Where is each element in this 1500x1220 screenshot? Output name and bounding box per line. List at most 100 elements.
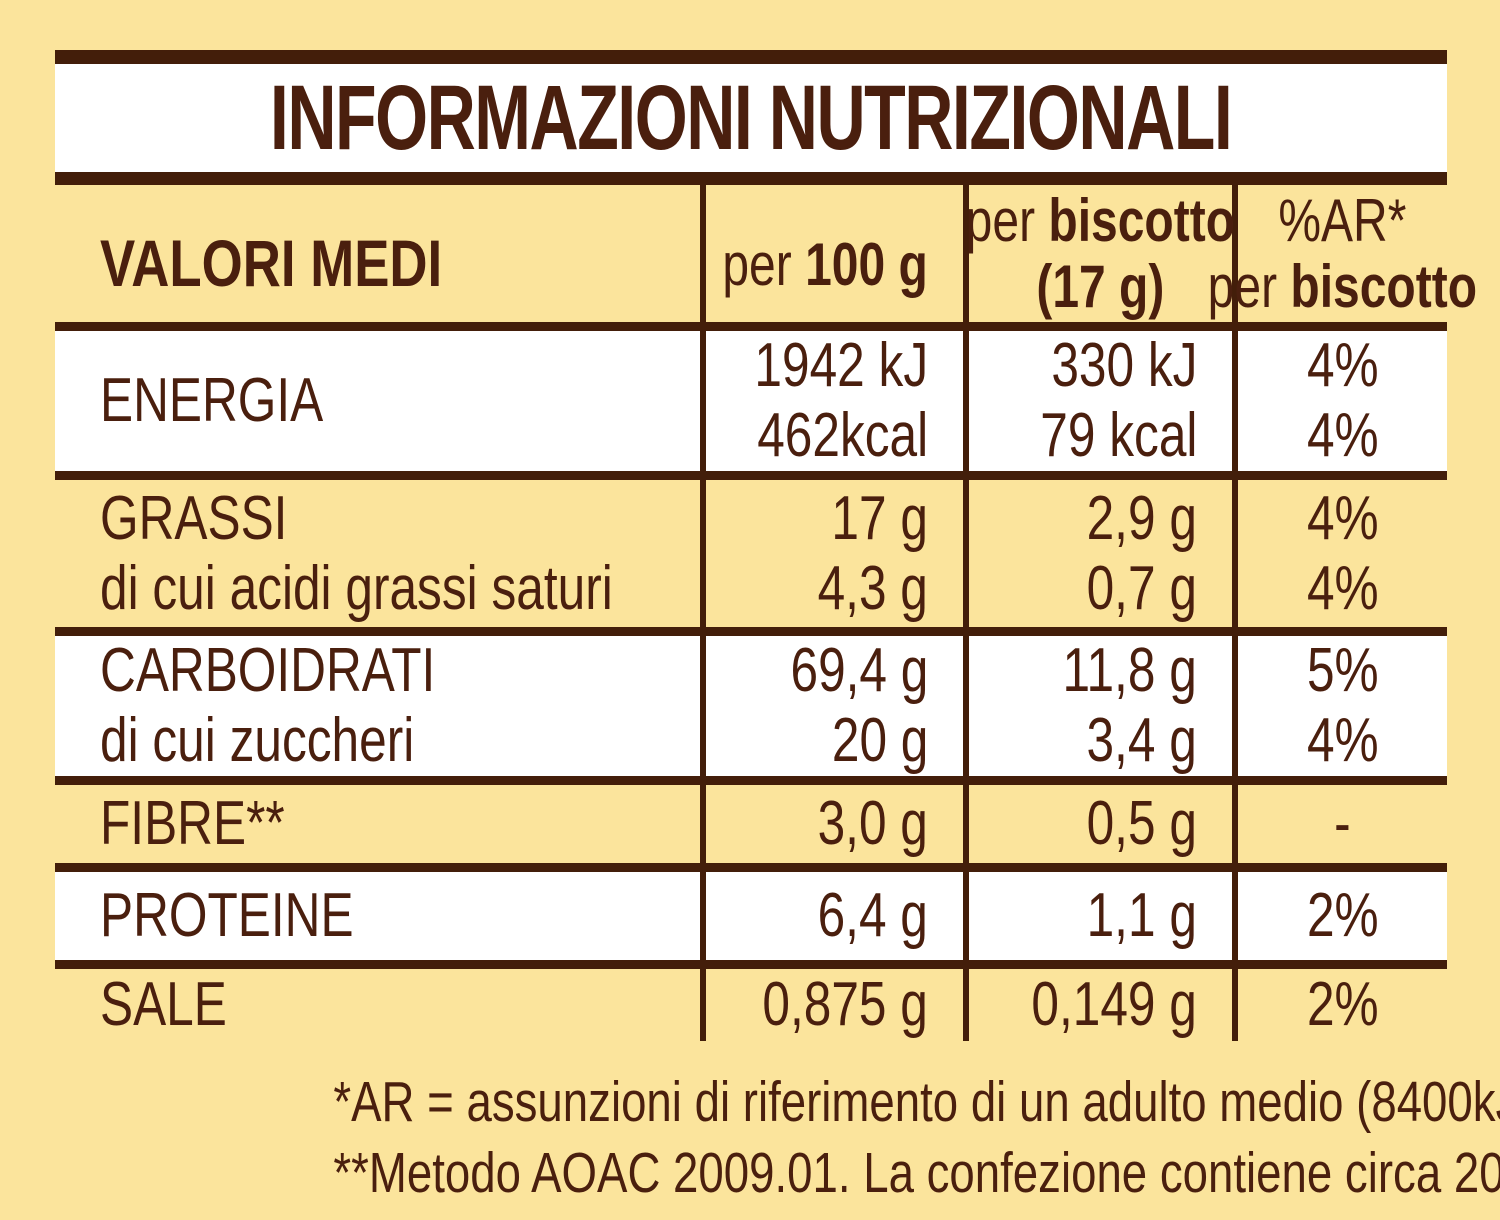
- proteine-ar-cell: 2%: [1232, 872, 1447, 960]
- value-line: 2%: [1306, 970, 1379, 1039]
- value-line: 79 kcal: [1039, 401, 1197, 470]
- grassi-per100-cell: 17 g 4,3 g: [700, 480, 963, 627]
- header-cell-per-biscotto: per biscotto (17 g): [963, 185, 1236, 322]
- table-header-row: VALORI MEDI per 100 g per biscotto (17 g…: [55, 185, 1477, 322]
- value-line: 4%: [1306, 483, 1379, 553]
- grassi-biscotto-values: 2,9 g 0,7 g: [1087, 484, 1197, 624]
- table-row-carboidrati: CARBOIDRATI di cui zuccheri 69,4 g 20 g …: [55, 636, 1447, 776]
- header-percent-ar-prefix: per: [1207, 252, 1291, 320]
- value-line: 6,4 g: [817, 881, 928, 950]
- proteine-label-cell: PROTEINE: [55, 872, 700, 960]
- table-row-fibre: FIBRE** 3,0 g 0,5 g -: [55, 785, 1447, 863]
- grassi-labels: GRASSI di cui acidi grassi saturi: [100, 484, 613, 624]
- sale-label-cell: SALE: [55, 969, 700, 1041]
- row-rule: [55, 471, 1447, 480]
- header-per-biscotto-prefix: per: [965, 186, 1049, 254]
- table-row-energia: ENERGIA 1942 kJ 462kcal 330 kJ 79 kcal 4…: [55, 331, 1447, 471]
- proteine-per100-cell: 6,4 g: [700, 872, 963, 960]
- energia-per100-values: 1942 kJ 462kcal: [754, 331, 928, 471]
- value-line: 4,3 g: [817, 553, 928, 623]
- value-line: 0,7 g: [1086, 553, 1197, 623]
- header-per-biscotto: per biscotto (17 g): [965, 186, 1236, 320]
- nutrient-name: PROTEINE: [100, 881, 354, 950]
- value-line: 0,875 g: [762, 970, 928, 1039]
- header-per-100g: per 100 g: [723, 232, 928, 298]
- header-cell-valori-medi: VALORI MEDI: [55, 185, 700, 322]
- header-percent-ar-word: biscotto: [1290, 252, 1478, 320]
- header-per-biscotto-grams: (17 g): [1036, 252, 1165, 320]
- proteine-biscotto-cell: 1,1 g: [963, 872, 1232, 960]
- nutrient-name: SALE: [100, 970, 227, 1039]
- value-line: -: [1334, 789, 1351, 858]
- grassi-ar-values: 4% 4%: [1307, 484, 1379, 624]
- table-row-sale: SALE 0,875 g 0,149 g 2%: [55, 969, 1447, 1041]
- value-line: 2%: [1306, 881, 1379, 950]
- value-line: 0,5 g: [1086, 789, 1197, 858]
- energia-ar-cell: 4% 4%: [1232, 331, 1447, 471]
- row-rule: [55, 863, 1447, 872]
- top-rule: [55, 50, 1447, 64]
- energia-label-cell: ENERGIA: [55, 331, 700, 471]
- header-per-100g-value: 100 g: [805, 231, 928, 298]
- value-line: 462kcal: [757, 401, 928, 470]
- carboidrati-per100-values: 69,4 g 20 g: [790, 636, 928, 776]
- value-line: 4%: [1306, 331, 1379, 400]
- header-per-100g-prefix: per: [722, 231, 806, 298]
- nutrition-table: INFORMAZIONI NUTRIZIONALI VALORI MEDI pe…: [55, 50, 1477, 1041]
- fibre-per100-cell: 3,0 g: [700, 785, 963, 863]
- value-line: 3,0 g: [817, 789, 928, 858]
- table-row-grassi: GRASSI di cui acidi grassi saturi 17 g 4…: [55, 480, 1447, 627]
- carboidrati-label-cell: CARBOIDRATI di cui zuccheri: [55, 636, 700, 776]
- header-per-biscotto-weight: (17 g): [966, 252, 1235, 320]
- nutrient-name: ENERGIA: [100, 366, 324, 435]
- carboidrati-biscotto-values: 11,8 g 3,4 g: [1063, 636, 1197, 776]
- carboidrati-ar-cell: 5% 4%: [1232, 636, 1447, 776]
- sale-ar-cell: 2%: [1232, 969, 1447, 1041]
- nutrient-name: GRASSI: [100, 483, 288, 553]
- value-line: 20 g: [831, 706, 928, 775]
- value-line: 4%: [1306, 401, 1379, 470]
- row-rule: [55, 960, 1447, 969]
- grassi-ar-cell: 4% 4%: [1232, 480, 1447, 627]
- header-per-biscotto-word: biscotto: [1048, 186, 1236, 254]
- row-rule: [55, 322, 1447, 331]
- header-cell-percent-ar: %AR* per biscotto: [1208, 185, 1477, 322]
- header-percent-ar: %AR* per biscotto: [1207, 186, 1478, 320]
- energia-per100-cell: 1942 kJ 462kcal: [700, 331, 963, 471]
- fibre-ar-cell: -: [1232, 785, 1447, 863]
- energia-biscotto-cell: 330 kJ 79 kcal: [963, 331, 1232, 471]
- table-row-proteine: PROTEINE 6,4 g 1,1 g 2%: [55, 872, 1447, 960]
- energia-ar-values: 4% 4%: [1307, 331, 1379, 471]
- header-percent-ar-line1: %AR*: [1278, 186, 1407, 254]
- footnote-metodo: **Metodo AOAC 2009.01. La confezione con…: [333, 1141, 1500, 1205]
- value-line: 4%: [1306, 706, 1379, 775]
- row-rule: [55, 776, 1447, 785]
- header-cell-per-100g: per 100 g: [700, 185, 963, 322]
- carboidrati-biscotto-cell: 11,8 g 3,4 g: [963, 636, 1232, 776]
- value-line: 3,4 g: [1086, 706, 1197, 775]
- carboidrati-labels: CARBOIDRATI di cui zuccheri: [100, 636, 435, 776]
- grassi-per100-values: 17 g 4,3 g: [818, 484, 928, 624]
- value-line: 0,149 g: [1031, 970, 1197, 1039]
- nutrient-sublabel: di cui acidi grassi saturi: [100, 553, 613, 623]
- fibre-biscotto-cell: 0,5 g: [963, 785, 1232, 863]
- value-line: 1,1 g: [1086, 881, 1197, 950]
- title-row: INFORMAZIONI NUTRIZIONALI: [55, 64, 1447, 172]
- value-line: 2,9 g: [1086, 483, 1197, 553]
- value-line: 330 kJ: [1050, 331, 1197, 400]
- nutrient-name: CARBOIDRATI: [100, 636, 436, 705]
- value-line: 17 g: [831, 483, 928, 553]
- sale-biscotto-cell: 0,149 g: [963, 969, 1232, 1041]
- sale-per100-cell: 0,875 g: [700, 969, 963, 1041]
- nutrient-name: FIBRE**: [100, 789, 285, 858]
- grassi-label-cell: GRASSI di cui acidi grassi saturi: [55, 480, 700, 627]
- carboidrati-per100-cell: 69,4 g 20 g: [700, 636, 963, 776]
- footnotes: *AR = assunzioni di riferimento di un ad…: [55, 1067, 1500, 1209]
- value-line: 69,4 g: [790, 636, 928, 705]
- header-percent-ar-line2: per biscotto: [1207, 252, 1478, 320]
- value-line: 4%: [1306, 553, 1379, 623]
- nutrient-sublabel: di cui zuccheri: [100, 706, 415, 775]
- grassi-biscotto-cell: 2,9 g 0,7 g: [963, 480, 1232, 627]
- footnote-ar: *AR = assunzioni di riferimento di un ad…: [333, 1070, 1500, 1134]
